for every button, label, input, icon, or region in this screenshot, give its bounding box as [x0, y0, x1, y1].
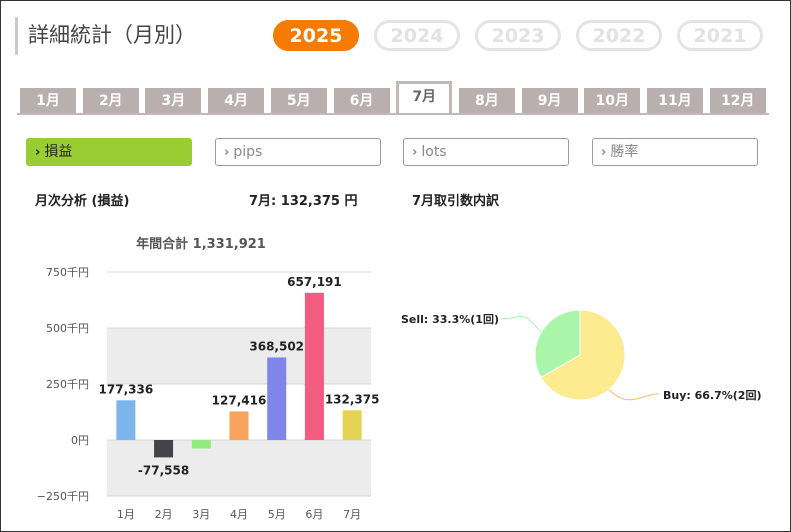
- y-tick-label: 750千円: [46, 266, 89, 279]
- tab-month-6[interactable]: 6月: [333, 88, 390, 113]
- x-tick-label: 4月: [230, 508, 248, 521]
- x-tick-label: 5月: [268, 508, 286, 521]
- year-2022-button[interactable]: 2022: [576, 20, 662, 51]
- tab-month-2[interactable]: 2月: [82, 88, 139, 113]
- tab-month-7[interactable]: 7月: [396, 81, 453, 115]
- filter-pnl-button[interactable]: › 損益: [26, 138, 192, 166]
- tab-month-10[interactable]: 10月: [584, 88, 641, 113]
- y-tick-label: 250千円: [46, 378, 89, 391]
- tab-month-5[interactable]: 5月: [270, 88, 327, 113]
- y-tick-label: 0円: [71, 434, 89, 447]
- tab-month-1[interactable]: 1月: [20, 88, 76, 113]
- filter-lots-button[interactable]: › lots: [403, 138, 569, 166]
- month-value: 7月: 132,375 円: [249, 194, 358, 209]
- chart-title: 年間合計 1,331,921: [136, 236, 266, 252]
- grid-band: [107, 440, 371, 496]
- buy-connector: [608, 389, 660, 401]
- bar-6月: [304, 292, 324, 440]
- x-tick-label: 1月: [117, 508, 135, 521]
- filter-label: pips: [233, 144, 263, 160]
- grid-band: [107, 328, 371, 384]
- monthly-pnl-bar-chart: 年間合計 1,331,921 −250千円 0円 250千円 500千円 750千円 1月 1…: [37, 236, 380, 521]
- data-label: 368,502: [249, 339, 304, 353]
- sell-connector: [500, 315, 542, 333]
- page-title: 詳細統計（月別）: [15, 17, 196, 55]
- data-label: 177,336: [99, 382, 154, 396]
- filter-label: 勝率: [610, 144, 639, 160]
- data-label: -77,558: [138, 463, 189, 477]
- bar-1月: [116, 400, 136, 440]
- pie-slice-sell: [534, 309, 581, 379]
- filter-pips-button[interactable]: › pips: [215, 138, 381, 166]
- year-2024-button[interactable]: 2024: [374, 20, 460, 51]
- data-label: 132,375: [325, 392, 380, 406]
- x-tick-label: 3月: [192, 508, 210, 521]
- data-label: 127,416: [212, 393, 267, 407]
- pie-slice-buy: [540, 309, 626, 401]
- trade-breakdown-pie-chart: Sell: 33.3%(1回) Buy: 66.7%(2回): [401, 309, 761, 402]
- bar-4月: [229, 411, 249, 440]
- tab-month-11[interactable]: 11月: [647, 88, 703, 113]
- x-tick-label: 6月: [305, 508, 323, 521]
- tab-month-8[interactable]: 8月: [458, 88, 515, 113]
- bar-5月: [267, 357, 287, 440]
- year-2025-button[interactable]: 2025: [273, 20, 359, 51]
- bar-7月: [342, 410, 362, 440]
- pie-label-sell: Sell: 33.3%(1回): [401, 312, 499, 326]
- tab-month-3[interactable]: 3月: [145, 88, 202, 113]
- filter-winrate-button[interactable]: › 勝率: [592, 138, 758, 166]
- filter-label: 損益: [44, 144, 73, 160]
- tab-month-4[interactable]: 4月: [208, 88, 265, 113]
- chevron-right-icon: ›: [601, 145, 607, 160]
- chevron-right-icon: ›: [412, 145, 418, 160]
- tab-month-9[interactable]: 9月: [521, 88, 578, 113]
- x-tick-label: 2月: [155, 508, 173, 521]
- data-label: 657,191: [287, 275, 342, 289]
- year-2021-button[interactable]: 2021: [677, 20, 763, 51]
- tab-month-12[interactable]: 12月: [709, 88, 766, 113]
- trades-breakdown-label: 7月取引数内訳: [412, 194, 500, 209]
- bar-2月: [154, 440, 174, 458]
- x-tick-label: 7月: [343, 508, 361, 521]
- filter-label: lots: [421, 144, 447, 160]
- analysis-label: 月次分析 (損益): [35, 194, 130, 209]
- y-tick-label: 500千円: [46, 322, 89, 335]
- chevron-right-icon: ›: [224, 145, 230, 160]
- pie-label-buy: Buy: 66.7%(2回): [663, 388, 761, 402]
- year-2023-button[interactable]: 2023: [475, 20, 561, 51]
- chevron-right-icon: ›: [35, 145, 41, 160]
- y-tick-label: −250千円: [37, 490, 89, 503]
- bar-3月: [191, 440, 211, 449]
- tabs-divider: [17, 113, 769, 115]
